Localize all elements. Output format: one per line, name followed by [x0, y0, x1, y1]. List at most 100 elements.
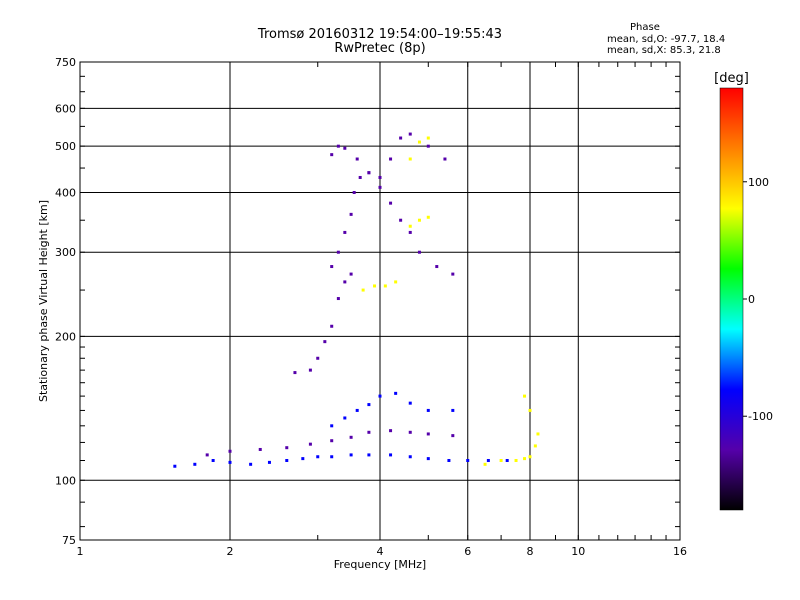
- data-point: [435, 265, 439, 269]
- data-point: [267, 460, 271, 464]
- data-point: [228, 449, 232, 453]
- data-point: [378, 185, 382, 189]
- phase-stats-heading: Phase: [630, 22, 660, 33]
- data-point: [378, 175, 382, 179]
- y-tick-label: 200: [55, 330, 76, 343]
- data-point: [316, 455, 320, 459]
- trace-group: [361, 136, 430, 292]
- data-point: [426, 432, 430, 436]
- data-point: [533, 444, 537, 448]
- data-point: [285, 446, 289, 450]
- data-point: [352, 190, 356, 194]
- y-tick-label: 300: [55, 246, 76, 259]
- data-point: [349, 453, 353, 457]
- data-point: [330, 324, 334, 328]
- data-point: [447, 458, 451, 462]
- data-point: [228, 460, 232, 464]
- data-point: [389, 429, 393, 433]
- data-point: [249, 462, 253, 466]
- trace-group: [293, 272, 353, 375]
- x-tick-label: 2: [227, 545, 234, 558]
- data-point: [505, 458, 509, 462]
- data-point: [399, 218, 403, 222]
- data-point: [355, 408, 359, 412]
- data-point: [408, 230, 412, 234]
- data-point: [343, 280, 347, 284]
- data-point: [417, 250, 421, 254]
- data-point: [408, 430, 412, 434]
- phase-stats-x: mean, sd,X: 85.3, 21.8: [607, 45, 721, 56]
- data-point: [536, 432, 540, 436]
- data-point: [426, 408, 430, 412]
- data-point: [343, 146, 347, 150]
- data-point: [394, 391, 398, 395]
- data-point: [408, 401, 412, 405]
- data-point: [451, 272, 455, 276]
- data-point: [293, 371, 297, 375]
- trace-group: [330, 171, 455, 276]
- data-point: [486, 458, 490, 462]
- data-point: [308, 442, 312, 446]
- chart-title: Tromsø 20160312 19:54:00–19:55:43: [257, 27, 503, 42]
- data-point: [394, 280, 398, 284]
- data-point: [367, 403, 371, 407]
- data-point: [258, 447, 262, 451]
- data-point: [451, 434, 455, 438]
- data-point: [367, 430, 371, 434]
- data-point: [528, 408, 532, 412]
- x-tick-label: 1: [77, 545, 84, 558]
- plot-frame: [79, 61, 681, 541]
- data-point: [211, 458, 215, 462]
- data-point: [408, 455, 412, 459]
- data-point: [389, 157, 393, 161]
- data-point: [308, 368, 312, 372]
- data-point: [349, 435, 353, 439]
- data-point: [417, 140, 421, 144]
- data-point: [528, 455, 532, 459]
- y-axis-label: Stationary phase Virtual Height [km]: [37, 200, 50, 402]
- data-point: [336, 144, 340, 148]
- x-axis-label: Frequency [MHz]: [334, 558, 426, 571]
- data-point: [336, 250, 340, 254]
- data-point: [367, 171, 371, 175]
- data-point: [408, 157, 412, 161]
- x-tick-label: 4: [377, 545, 384, 558]
- y-tick-label: 500: [55, 140, 76, 153]
- data-point: [383, 284, 387, 288]
- data-point: [451, 408, 455, 412]
- data-point: [358, 175, 362, 179]
- data-point: [343, 230, 347, 234]
- data-point: [205, 453, 209, 457]
- data-point: [499, 458, 503, 462]
- phase-stats-o: mean, sd,O: -97.7, 18.4: [607, 34, 726, 45]
- x-tick-label: 16: [673, 545, 687, 558]
- data-point: [330, 424, 334, 428]
- data-point: [426, 144, 430, 148]
- data-point: [408, 132, 412, 136]
- data-point: [426, 457, 430, 461]
- data-point: [426, 136, 430, 140]
- data-point: [336, 297, 340, 301]
- trace-group: [205, 429, 455, 457]
- data-point: [361, 288, 365, 292]
- data-point: [343, 416, 347, 420]
- data-point: [373, 284, 377, 288]
- y-tick-label: 600: [55, 102, 76, 115]
- chart-subtitle: RwPretec (8p): [334, 41, 426, 56]
- data-point: [301, 457, 305, 461]
- data-point: [399, 136, 403, 140]
- data-point: [389, 453, 393, 457]
- data-point: [173, 464, 177, 468]
- data-point: [323, 340, 327, 344]
- y-tick-label: 400: [55, 186, 76, 199]
- colorbar-tick-label: -100: [748, 410, 773, 423]
- data-point: [523, 457, 527, 461]
- data-point: [466, 458, 470, 462]
- x-tick-label: 8: [527, 545, 534, 558]
- data-point: [378, 394, 382, 398]
- trace-group: [173, 453, 509, 468]
- data-point: [443, 157, 447, 161]
- data-point: [193, 462, 197, 466]
- data-point: [483, 462, 487, 466]
